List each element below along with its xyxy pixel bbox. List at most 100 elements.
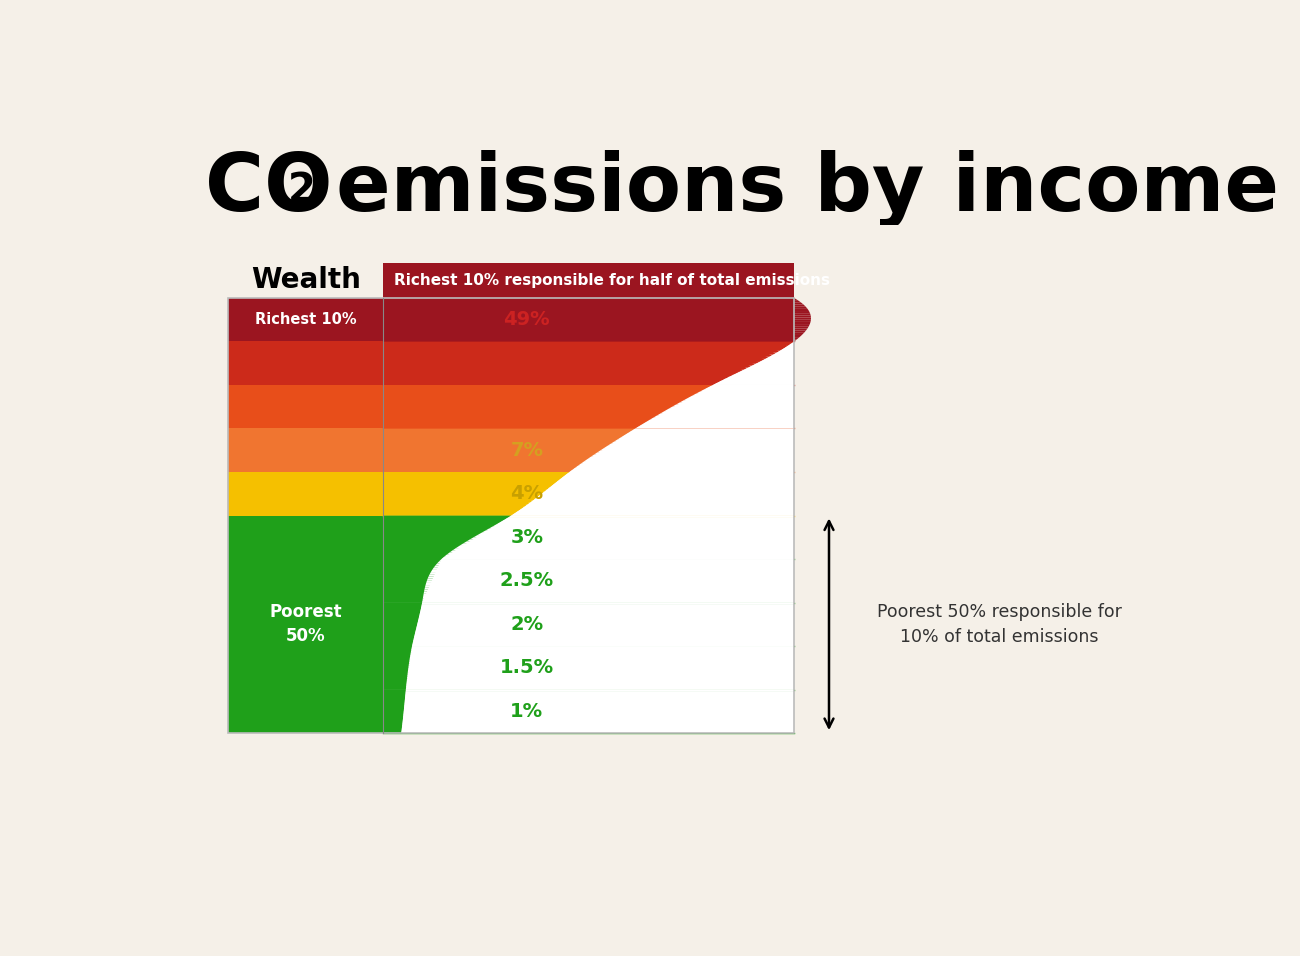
- Polygon shape: [384, 489, 547, 491]
- Polygon shape: [384, 643, 412, 646]
- Polygon shape: [467, 539, 794, 542]
- Polygon shape: [407, 683, 794, 685]
- Polygon shape: [384, 703, 404, 705]
- Polygon shape: [420, 614, 794, 616]
- Bar: [229, 298, 384, 341]
- Polygon shape: [384, 326, 809, 329]
- Polygon shape: [384, 422, 646, 424]
- Polygon shape: [384, 459, 588, 461]
- Polygon shape: [384, 551, 452, 553]
- Polygon shape: [425, 583, 794, 585]
- Polygon shape: [420, 609, 794, 611]
- Polygon shape: [731, 374, 794, 377]
- Polygon shape: [601, 448, 794, 450]
- Polygon shape: [722, 379, 794, 380]
- Polygon shape: [552, 483, 794, 485]
- Polygon shape: [384, 455, 594, 457]
- Polygon shape: [481, 531, 794, 532]
- Polygon shape: [384, 435, 624, 437]
- Polygon shape: [384, 720, 403, 722]
- Polygon shape: [450, 551, 794, 553]
- Polygon shape: [384, 605, 421, 607]
- Polygon shape: [384, 602, 423, 646]
- Polygon shape: [424, 594, 794, 596]
- Bar: [229, 385, 384, 428]
- Polygon shape: [672, 404, 794, 406]
- Polygon shape: [426, 580, 794, 583]
- Polygon shape: [384, 377, 731, 379]
- Polygon shape: [384, 662, 410, 663]
- Polygon shape: [417, 624, 794, 626]
- Polygon shape: [384, 709, 404, 711]
- Text: CO: CO: [205, 150, 333, 228]
- Polygon shape: [508, 515, 794, 518]
- Polygon shape: [384, 640, 413, 641]
- Polygon shape: [384, 372, 740, 374]
- Polygon shape: [384, 659, 410, 662]
- Text: 7%: 7%: [510, 441, 543, 460]
- Polygon shape: [408, 668, 794, 670]
- Polygon shape: [500, 520, 794, 522]
- Polygon shape: [384, 576, 429, 578]
- Polygon shape: [533, 498, 794, 500]
- Polygon shape: [384, 527, 493, 529]
- Polygon shape: [406, 694, 794, 696]
- Polygon shape: [384, 398, 688, 401]
- Polygon shape: [384, 672, 408, 674]
- Polygon shape: [437, 561, 794, 563]
- Polygon shape: [504, 518, 794, 520]
- Polygon shape: [411, 650, 794, 653]
- Polygon shape: [624, 433, 794, 435]
- Text: Wealth: Wealth: [251, 266, 361, 293]
- Polygon shape: [415, 631, 794, 633]
- Text: 2: 2: [289, 171, 316, 211]
- Polygon shape: [384, 602, 423, 605]
- Polygon shape: [402, 725, 794, 727]
- Polygon shape: [384, 339, 797, 341]
- Polygon shape: [590, 455, 794, 457]
- Polygon shape: [384, 350, 781, 353]
- Polygon shape: [384, 307, 807, 309]
- Polygon shape: [384, 437, 621, 440]
- Polygon shape: [412, 646, 794, 648]
- Polygon shape: [384, 580, 426, 583]
- Polygon shape: [384, 631, 416, 633]
- Polygon shape: [781, 348, 794, 350]
- Polygon shape: [708, 385, 794, 387]
- Polygon shape: [416, 626, 794, 629]
- Bar: [229, 298, 794, 733]
- Polygon shape: [384, 374, 734, 377]
- Polygon shape: [422, 598, 794, 600]
- Polygon shape: [406, 689, 794, 692]
- Polygon shape: [436, 563, 794, 566]
- Polygon shape: [757, 361, 794, 363]
- Polygon shape: [384, 385, 712, 428]
- Polygon shape: [384, 670, 408, 672]
- Polygon shape: [384, 570, 432, 572]
- Bar: [755, 225, 949, 263]
- Polygon shape: [421, 605, 794, 607]
- Polygon shape: [412, 641, 794, 643]
- Polygon shape: [384, 701, 404, 703]
- Polygon shape: [384, 420, 650, 422]
- Bar: [229, 646, 384, 689]
- Polygon shape: [408, 670, 794, 672]
- Polygon shape: [384, 357, 770, 358]
- Polygon shape: [421, 602, 794, 605]
- Polygon shape: [384, 725, 402, 727]
- Polygon shape: [384, 380, 722, 382]
- Polygon shape: [384, 687, 406, 689]
- Polygon shape: [569, 469, 794, 472]
- Polygon shape: [469, 537, 794, 539]
- Polygon shape: [581, 461, 794, 464]
- Polygon shape: [384, 450, 601, 452]
- Polygon shape: [384, 331, 806, 333]
- Bar: [229, 515, 384, 559]
- Polygon shape: [425, 585, 794, 587]
- Polygon shape: [699, 389, 794, 392]
- Polygon shape: [753, 363, 794, 365]
- Polygon shape: [447, 553, 794, 554]
- Polygon shape: [384, 491, 545, 493]
- Polygon shape: [419, 616, 794, 618]
- Polygon shape: [384, 522, 500, 524]
